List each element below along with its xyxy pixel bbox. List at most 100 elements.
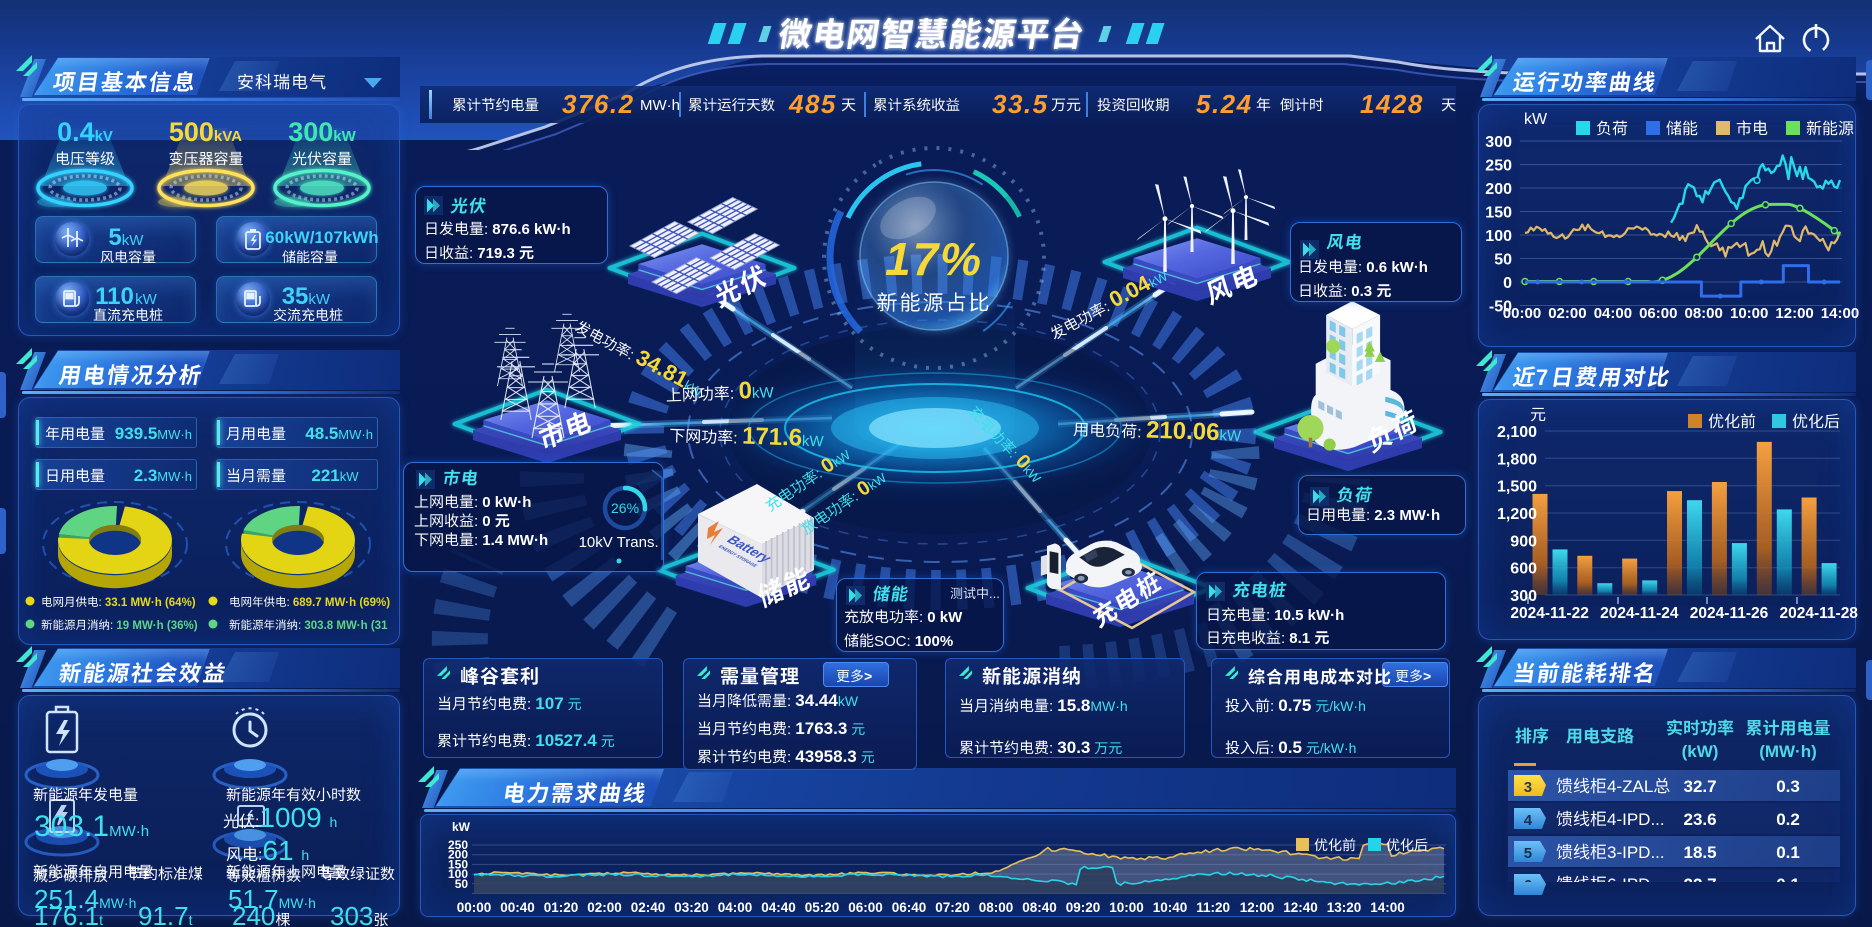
svg-text:2024-11-24: 2024-11-24 — [1600, 605, 1679, 622]
svg-text:kW: kW — [838, 693, 859, 709]
svg-text:22.7: 22.7 — [1684, 875, 1717, 894]
svg-text:250: 250 — [448, 838, 468, 852]
svg-text::: : — [1343, 283, 1347, 300]
svg-text:12:00: 12:00 — [1240, 900, 1275, 915]
svg-text:1.4 MW·h: 1.4 MW·h — [482, 532, 548, 549]
svg-text:kW: kW — [752, 384, 775, 402]
svg-text:176.1: 176.1 — [34, 901, 99, 927]
svg-text:939.5: 939.5 — [115, 424, 158, 443]
svg-text:23.6: 23.6 — [1684, 810, 1717, 829]
svg-text:34.81: 34.81 — [632, 344, 692, 392]
svg-text:91.7: 91.7 — [138, 901, 189, 927]
svg-text:03:20: 03:20 — [674, 900, 709, 915]
svg-text:0: 0 — [1503, 275, 1512, 292]
svg-text:kV: kV — [95, 128, 113, 145]
svg-text::: : — [625, 347, 637, 364]
svg-text:500: 500 — [169, 117, 214, 147]
svg-text:09:20: 09:20 — [1066, 900, 1101, 915]
svg-text:0.4: 0.4 — [57, 117, 95, 147]
svg-text:14:00: 14:00 — [1370, 900, 1405, 915]
svg-text:3-IPD...: 3-IPD... — [1607, 843, 1665, 862]
svg-text:04:00: 04:00 — [718, 900, 753, 915]
svg-text:10.5 kW·h: 10.5 kW·h — [1274, 607, 1344, 624]
svg-text:06:40: 06:40 — [892, 900, 927, 915]
svg-text:210.06: 210.06 — [1146, 417, 1220, 447]
svg-text:0: 0 — [738, 377, 752, 404]
svg-text:(MW·h): (MW·h) — [1759, 742, 1817, 761]
svg-text:/kW·h: /kW·h — [1320, 740, 1357, 756]
svg-text:kVA: kVA — [214, 128, 242, 145]
svg-text:11:20: 11:20 — [1196, 900, 1230, 915]
svg-text:(kW): (kW) — [1682, 742, 1719, 761]
svg-text::: : — [1049, 698, 1053, 715]
svg-text:5: 5 — [108, 224, 121, 251]
svg-text:kW: kW — [802, 433, 825, 451]
svg-text::: : — [474, 532, 478, 549]
svg-text:MW·h: MW·h — [109, 823, 149, 840]
svg-text:376.2: 376.2 — [562, 89, 635, 119]
svg-text:100: 100 — [448, 867, 468, 881]
svg-text:50: 50 — [455, 877, 469, 891]
svg-text:00:00: 00:00 — [1503, 305, 1541, 322]
svg-text:kW: kW — [308, 291, 331, 308]
svg-text::: : — [1281, 630, 1285, 647]
svg-text:876.6 kW·h: 876.6 kW·h — [492, 221, 570, 238]
svg-text:10kV Trans.: 10kV Trans. — [579, 534, 659, 551]
svg-text:10:00: 10:00 — [1109, 900, 1144, 915]
svg-text:2024-11-28: 2024-11-28 — [1780, 605, 1859, 622]
svg-text:08:00: 08:00 — [979, 900, 1014, 915]
svg-text:04:00: 04:00 — [1594, 305, 1632, 322]
svg-text:MW·h: MW·h — [338, 427, 373, 442]
svg-text::: : — [730, 386, 735, 403]
svg-text:kW: kW — [452, 820, 471, 834]
svg-text:6-IPD: 6-IPD — [1607, 875, 1650, 894]
svg-text:17%: 17% — [885, 233, 983, 285]
svg-text:250: 250 — [1485, 158, 1512, 175]
svg-text:43958.3: 43958.3 — [795, 747, 856, 766]
svg-text:7: 7 — [1536, 365, 1550, 390]
svg-text:35: 35 — [282, 283, 309, 310]
svg-text:0 kW·h: 0 kW·h — [482, 494, 531, 511]
svg-text:4-IPD...: 4-IPD... — [1607, 810, 1665, 829]
svg-text:t: t — [99, 912, 103, 927]
svg-text:10527.4: 10527.4 — [535, 731, 597, 750]
svg-text:10:40: 10:40 — [1153, 900, 1188, 915]
svg-text:05:20: 05:20 — [805, 900, 840, 915]
svg-text:02:00: 02:00 — [587, 900, 622, 915]
svg-text:26%: 26% — [611, 500, 639, 516]
svg-text:12:40: 12:40 — [1283, 900, 1318, 915]
svg-text::: : — [258, 847, 262, 864]
svg-text:2024-11-22: 2024-11-22 — [1510, 605, 1588, 622]
svg-text::: : — [527, 696, 531, 713]
svg-text::: : — [527, 733, 531, 750]
svg-text:12:00: 12:00 — [1775, 305, 1813, 322]
svg-text:02:40: 02:40 — [631, 900, 666, 915]
svg-text::: : — [1366, 507, 1370, 524]
svg-text:1,200: 1,200 — [1497, 506, 1537, 523]
svg-text:...: ... — [989, 586, 1000, 601]
svg-text:0.6 kW·h: 0.6 kW·h — [1366, 259, 1428, 276]
svg-text:MW·h: MW·h — [157, 427, 192, 442]
svg-text:6: 6 — [1524, 877, 1532, 894]
svg-text:34.44: 34.44 — [795, 691, 838, 710]
svg-text::: : — [287, 597, 290, 609]
svg-text:32.7: 32.7 — [1684, 777, 1717, 796]
svg-text:kW: kW — [1219, 427, 1242, 445]
svg-text:2,100: 2,100 — [1497, 424, 1537, 441]
svg-text:221: 221 — [311, 466, 339, 485]
svg-text:2.3: 2.3 — [134, 466, 158, 485]
svg-text:0.1: 0.1 — [1776, 875, 1800, 894]
svg-text:1,800: 1,800 — [1497, 451, 1537, 468]
svg-text:SOC:: SOC: — [874, 633, 911, 650]
svg-text:kW: kW — [135, 291, 158, 308]
svg-text:5: 5 — [1524, 845, 1532, 862]
svg-text:04:40: 04:40 — [761, 900, 796, 915]
svg-text::: : — [1270, 698, 1274, 715]
svg-text:33.5: 33.5 — [992, 89, 1049, 119]
svg-text:19 MW·h (36%): 19 MW·h (36%) — [116, 620, 197, 632]
svg-text:100%: 100% — [915, 633, 953, 650]
svg-text:0 kW: 0 kW — [927, 609, 963, 626]
svg-text:1428: 1428 — [1360, 89, 1424, 119]
svg-text::: : — [1049, 740, 1053, 757]
svg-text:60kW/107kWh: 60kW/107kWh — [265, 228, 378, 247]
